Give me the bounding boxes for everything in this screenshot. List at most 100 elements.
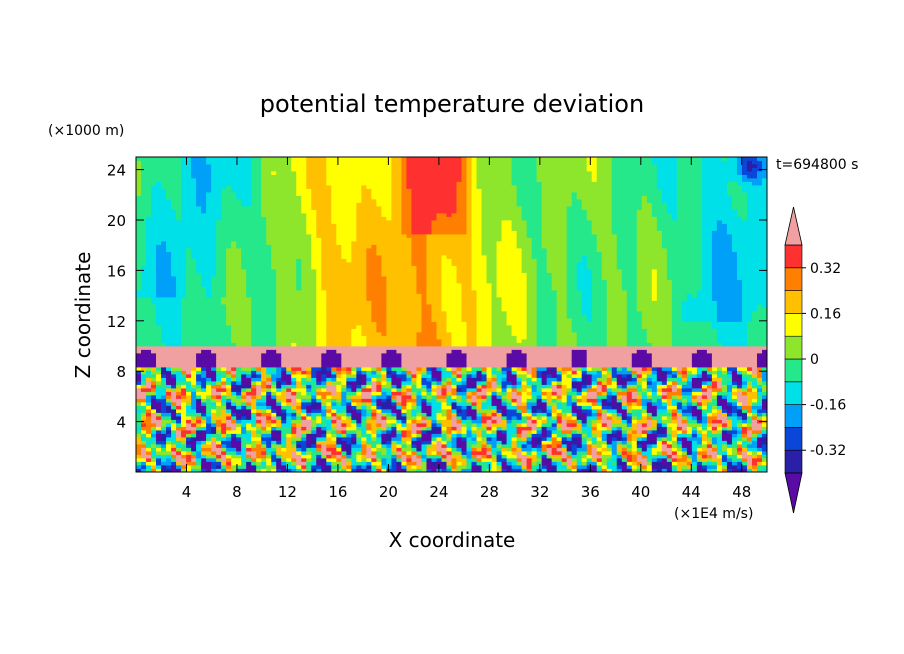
heatmap-cell <box>206 328 212 333</box>
heatmap-cell <box>196 227 202 231</box>
heatmap-cell <box>156 258 162 263</box>
heatmap-cell <box>366 262 372 266</box>
heatmap-cell <box>281 377 287 382</box>
heatmap-cell <box>216 234 222 238</box>
heatmap-cell <box>371 363 377 368</box>
heatmap-cell <box>211 335 217 340</box>
heatmap-cell <box>151 185 157 189</box>
heatmap-cell <box>226 339 232 343</box>
heatmap-cell <box>196 416 202 420</box>
heatmap-cell <box>141 325 147 329</box>
heatmap-cell <box>276 199 282 203</box>
heatmap-cell <box>241 209 247 214</box>
heatmap-cell <box>221 465 227 469</box>
heatmap-cell <box>196 465 202 469</box>
heatmap-cell <box>156 272 162 277</box>
heatmap-cell <box>381 164 387 168</box>
heatmap-cell <box>151 440 157 445</box>
heatmap-cell <box>271 300 277 305</box>
heatmap-cell <box>171 209 177 214</box>
heatmap-cell <box>401 244 407 249</box>
heatmap-cell <box>381 286 387 291</box>
heatmap-cell <box>206 318 212 322</box>
heatmap-cell <box>336 458 342 462</box>
heatmap-cell <box>341 286 347 291</box>
heatmap-cell <box>251 377 257 382</box>
heatmap-cell <box>236 458 242 462</box>
heatmap-cell <box>171 311 177 315</box>
heatmap-cell <box>161 314 167 319</box>
heatmap-cell <box>376 447 382 452</box>
heatmap-cell <box>311 451 317 455</box>
heatmap-cell <box>316 195 322 200</box>
heatmap-cell <box>401 202 407 207</box>
heatmap-cell <box>206 202 212 207</box>
heatmap-cell <box>181 262 187 266</box>
heatmap-cell <box>301 440 307 445</box>
heatmap-cell <box>366 398 372 403</box>
heatmap-cell <box>281 430 287 434</box>
heatmap-cell <box>306 416 312 420</box>
heatmap-cell <box>236 416 242 420</box>
heatmap-cell <box>391 447 397 452</box>
heatmap-cell <box>296 409 302 413</box>
heatmap-cell <box>291 377 297 382</box>
heatmap-cell <box>296 293 302 298</box>
heatmap-cell <box>281 230 287 235</box>
heatmap-cell <box>156 465 162 469</box>
heatmap-cell <box>271 311 277 315</box>
heatmap-cell <box>296 342 302 347</box>
heatmap-cell <box>341 374 347 378</box>
heatmap-cell <box>401 458 407 462</box>
heatmap-cell <box>271 307 277 312</box>
heatmap-cell <box>266 262 272 266</box>
heatmap-cell <box>291 433 297 438</box>
heatmap-cell <box>156 416 162 420</box>
heatmap-cell <box>221 216 227 221</box>
heatmap-cell <box>231 412 237 417</box>
heatmap-cell <box>221 454 227 459</box>
heatmap-cell <box>371 258 377 263</box>
heatmap-cell <box>191 290 197 294</box>
heatmap-cell <box>261 244 267 249</box>
heatmap-cell <box>316 377 322 382</box>
heatmap-cell <box>146 430 152 434</box>
heatmap-cell <box>276 216 282 221</box>
heatmap-cell <box>396 346 402 350</box>
heatmap-cell <box>351 206 357 210</box>
heatmap-cell <box>291 335 297 340</box>
heatmap-cell <box>321 258 327 263</box>
heatmap-cell <box>296 171 302 175</box>
heatmap-cell <box>296 192 302 196</box>
heatmap-cell <box>211 367 217 371</box>
heatmap-cell <box>226 188 232 193</box>
heatmap-cell <box>301 346 307 350</box>
heatmap-cell <box>361 174 367 179</box>
heatmap-cell <box>141 192 147 196</box>
heatmap-cell <box>241 258 247 263</box>
plot-area <box>136 157 768 473</box>
heatmap-cell <box>341 269 347 273</box>
heatmap-cell <box>301 202 307 207</box>
heatmap-cell <box>146 437 152 441</box>
heatmap-cell <box>171 363 177 368</box>
heatmap-cell <box>331 398 337 403</box>
heatmap-cell <box>191 314 197 319</box>
heatmap-cell <box>211 283 217 287</box>
heatmap-cell <box>306 171 312 175</box>
heatmap-cell <box>356 458 362 462</box>
heatmap-cell <box>231 321 237 326</box>
heatmap-cell <box>206 465 212 469</box>
heatmap-cell <box>266 192 272 196</box>
heatmap-cell <box>146 314 152 319</box>
heatmap-cell <box>271 328 277 333</box>
heatmap-cell <box>321 412 327 417</box>
heatmap-cell <box>351 328 357 333</box>
heatmap-cell <box>251 465 257 469</box>
heatmap-cell <box>136 304 142 308</box>
heatmap-cell <box>366 454 372 459</box>
heatmap-cell <box>391 384 397 389</box>
heatmap-cell <box>406 297 412 301</box>
heatmap-cell <box>291 202 297 207</box>
heatmap-cell <box>176 318 182 322</box>
